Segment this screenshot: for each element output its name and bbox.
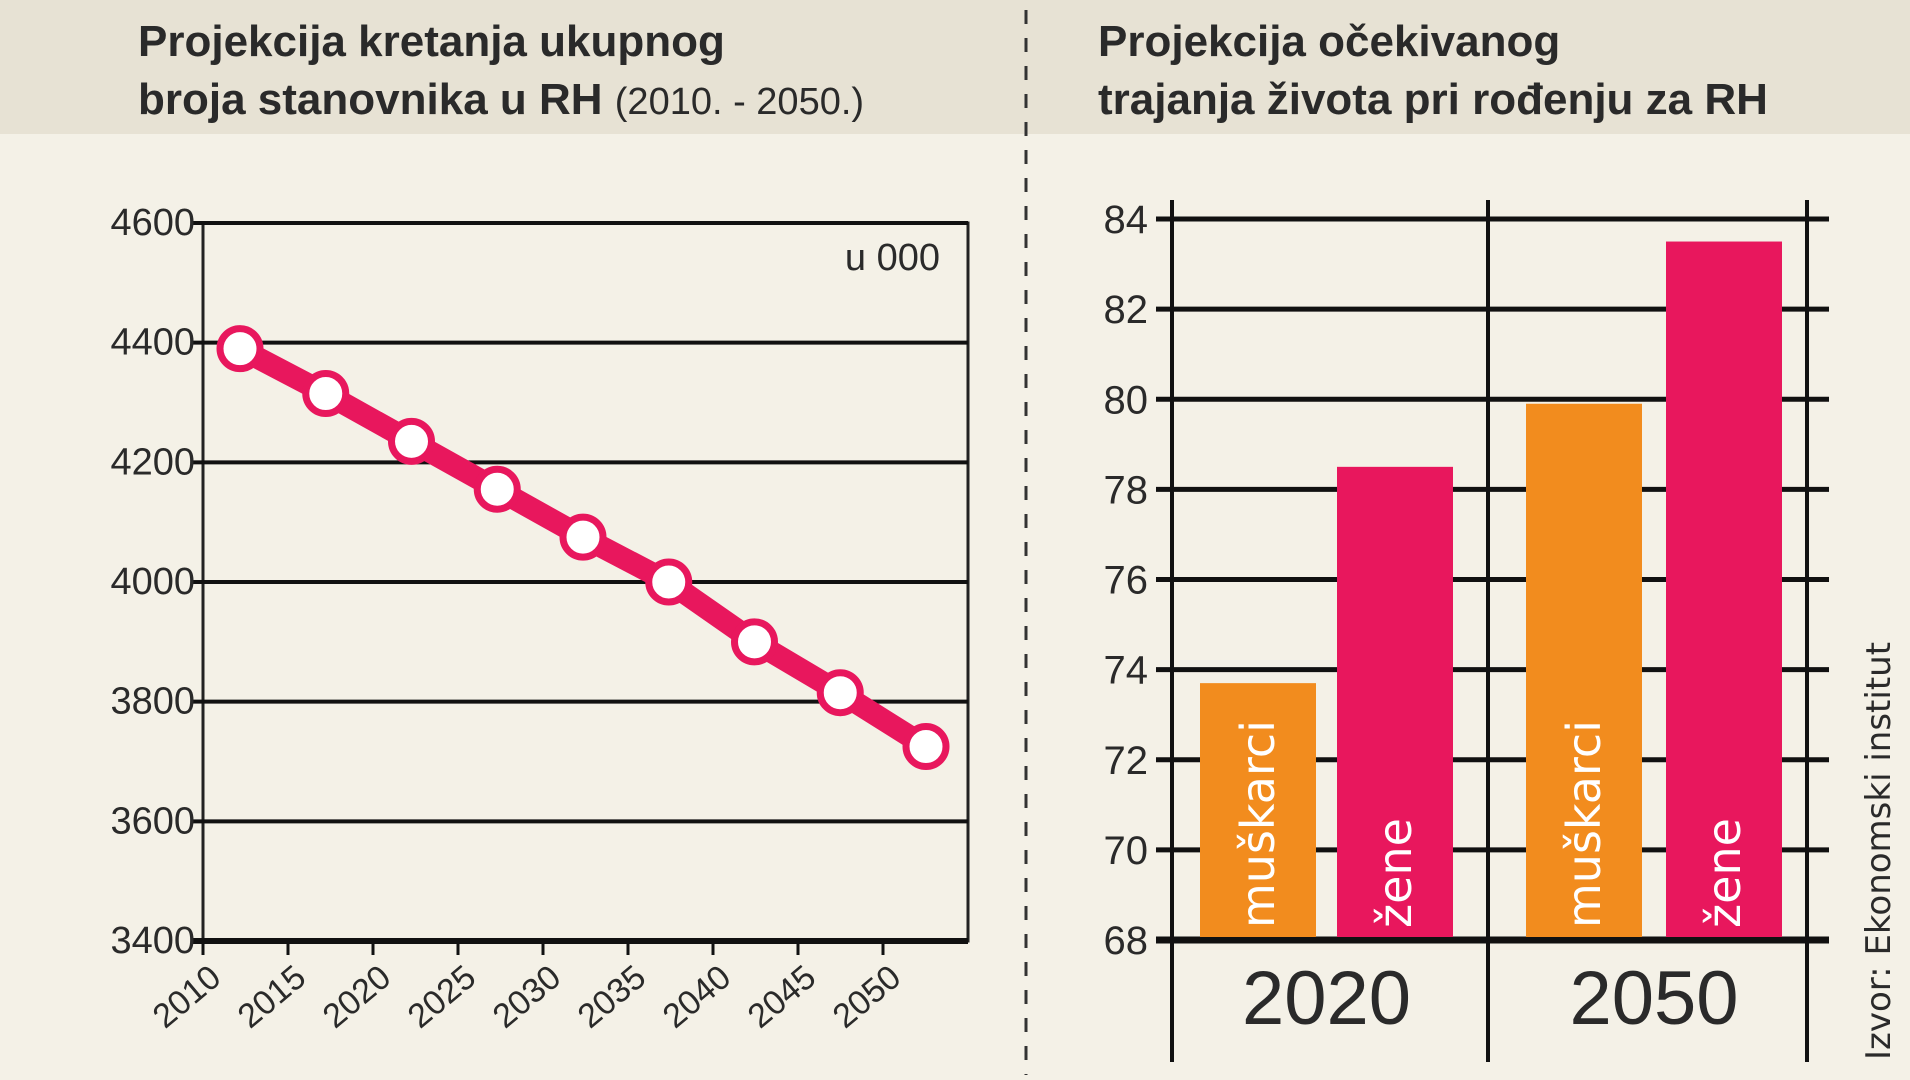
x-tick-label: 2050 — [826, 958, 908, 1036]
y-tick-label: 3400 — [110, 920, 195, 962]
bar-žene-2050 — [1666, 241, 1782, 937]
data-point-2035 — [645, 558, 693, 606]
y-tick-label: 72 — [1104, 739, 1149, 783]
data-point-2025 — [473, 465, 521, 513]
data-point-2030 — [559, 513, 607, 561]
bar-chart: 84 82 80 78 76 74 72 70 68 muškarci žene 2020 muškar… — [1104, 198, 1829, 1062]
y-tick-label: 76 — [1104, 559, 1149, 603]
y-tick-label: 4000 — [110, 561, 195, 603]
x-tick-label: 2035 — [571, 958, 653, 1036]
data-point-2050 — [902, 723, 950, 771]
y-tick-label: 78 — [1104, 468, 1149, 512]
header-band — [0, 0, 1910, 134]
x-tick-label: 2040 — [656, 958, 738, 1036]
x-tick-label: 2025 — [401, 958, 483, 1036]
bar-muškarci-2050 — [1526, 403, 1642, 938]
data-point-2045 — [816, 669, 864, 717]
source-label: Izvor: Ekonomski institut — [1859, 642, 1899, 1060]
bar-muškarci-2020 — [1200, 683, 1316, 937]
category-label: 2050 — [1569, 956, 1738, 1041]
y-tick-label: 4600 — [110, 202, 195, 244]
x-tick-label: 2030 — [486, 958, 568, 1036]
line-chart-title-2-text: broja stanovnika u RH — [138, 75, 603, 124]
bar-label: žene — [1697, 818, 1751, 928]
data-point-2010 — [216, 325, 264, 373]
y-tick-label: 70 — [1104, 829, 1149, 873]
x-tick-label: 2010 — [146, 958, 228, 1036]
bar-label: žene — [1368, 818, 1422, 928]
data-point-2015 — [302, 370, 350, 418]
line-chart-title-1: Projekcija kretanja ukupnog — [138, 17, 725, 66]
unit-label: u 000 — [845, 237, 940, 279]
category-label: 2020 — [1242, 956, 1411, 1041]
y-tick-label: 3800 — [110, 681, 195, 723]
bar-label: muškarci — [1231, 720, 1285, 928]
y-tick-label: 84 — [1104, 198, 1149, 242]
x-tick-label: 2020 — [316, 958, 398, 1036]
bar-label: muškarci — [1557, 720, 1611, 928]
bar-žene-2020 — [1337, 466, 1453, 937]
line-chart-subtitle: (2010. - 2050.) — [615, 81, 864, 123]
bar-chart-title-2: trajanja života pri rođenju za RH — [1098, 75, 1768, 124]
bar-chart-title-1: Projekcija očekivanog — [1098, 17, 1560, 66]
y-tick-label: 82 — [1104, 288, 1149, 332]
y-tick-label: 4400 — [110, 322, 195, 364]
x-tick-label: 2045 — [741, 958, 823, 1036]
y-tick-label: 3600 — [110, 800, 195, 842]
y-tick-label: 68 — [1104, 919, 1149, 963]
data-point-2040 — [731, 618, 778, 666]
y-tick-label: 74 — [1104, 649, 1149, 693]
y-tick-label: 80 — [1104, 378, 1149, 422]
data-point-2020 — [388, 417, 435, 465]
line-chart-title-2: broja stanovnika u RH (2010. - 2050.) — [138, 75, 864, 124]
y-tick-label: 4200 — [110, 441, 195, 483]
x-tick-label: 2015 — [231, 958, 313, 1036]
